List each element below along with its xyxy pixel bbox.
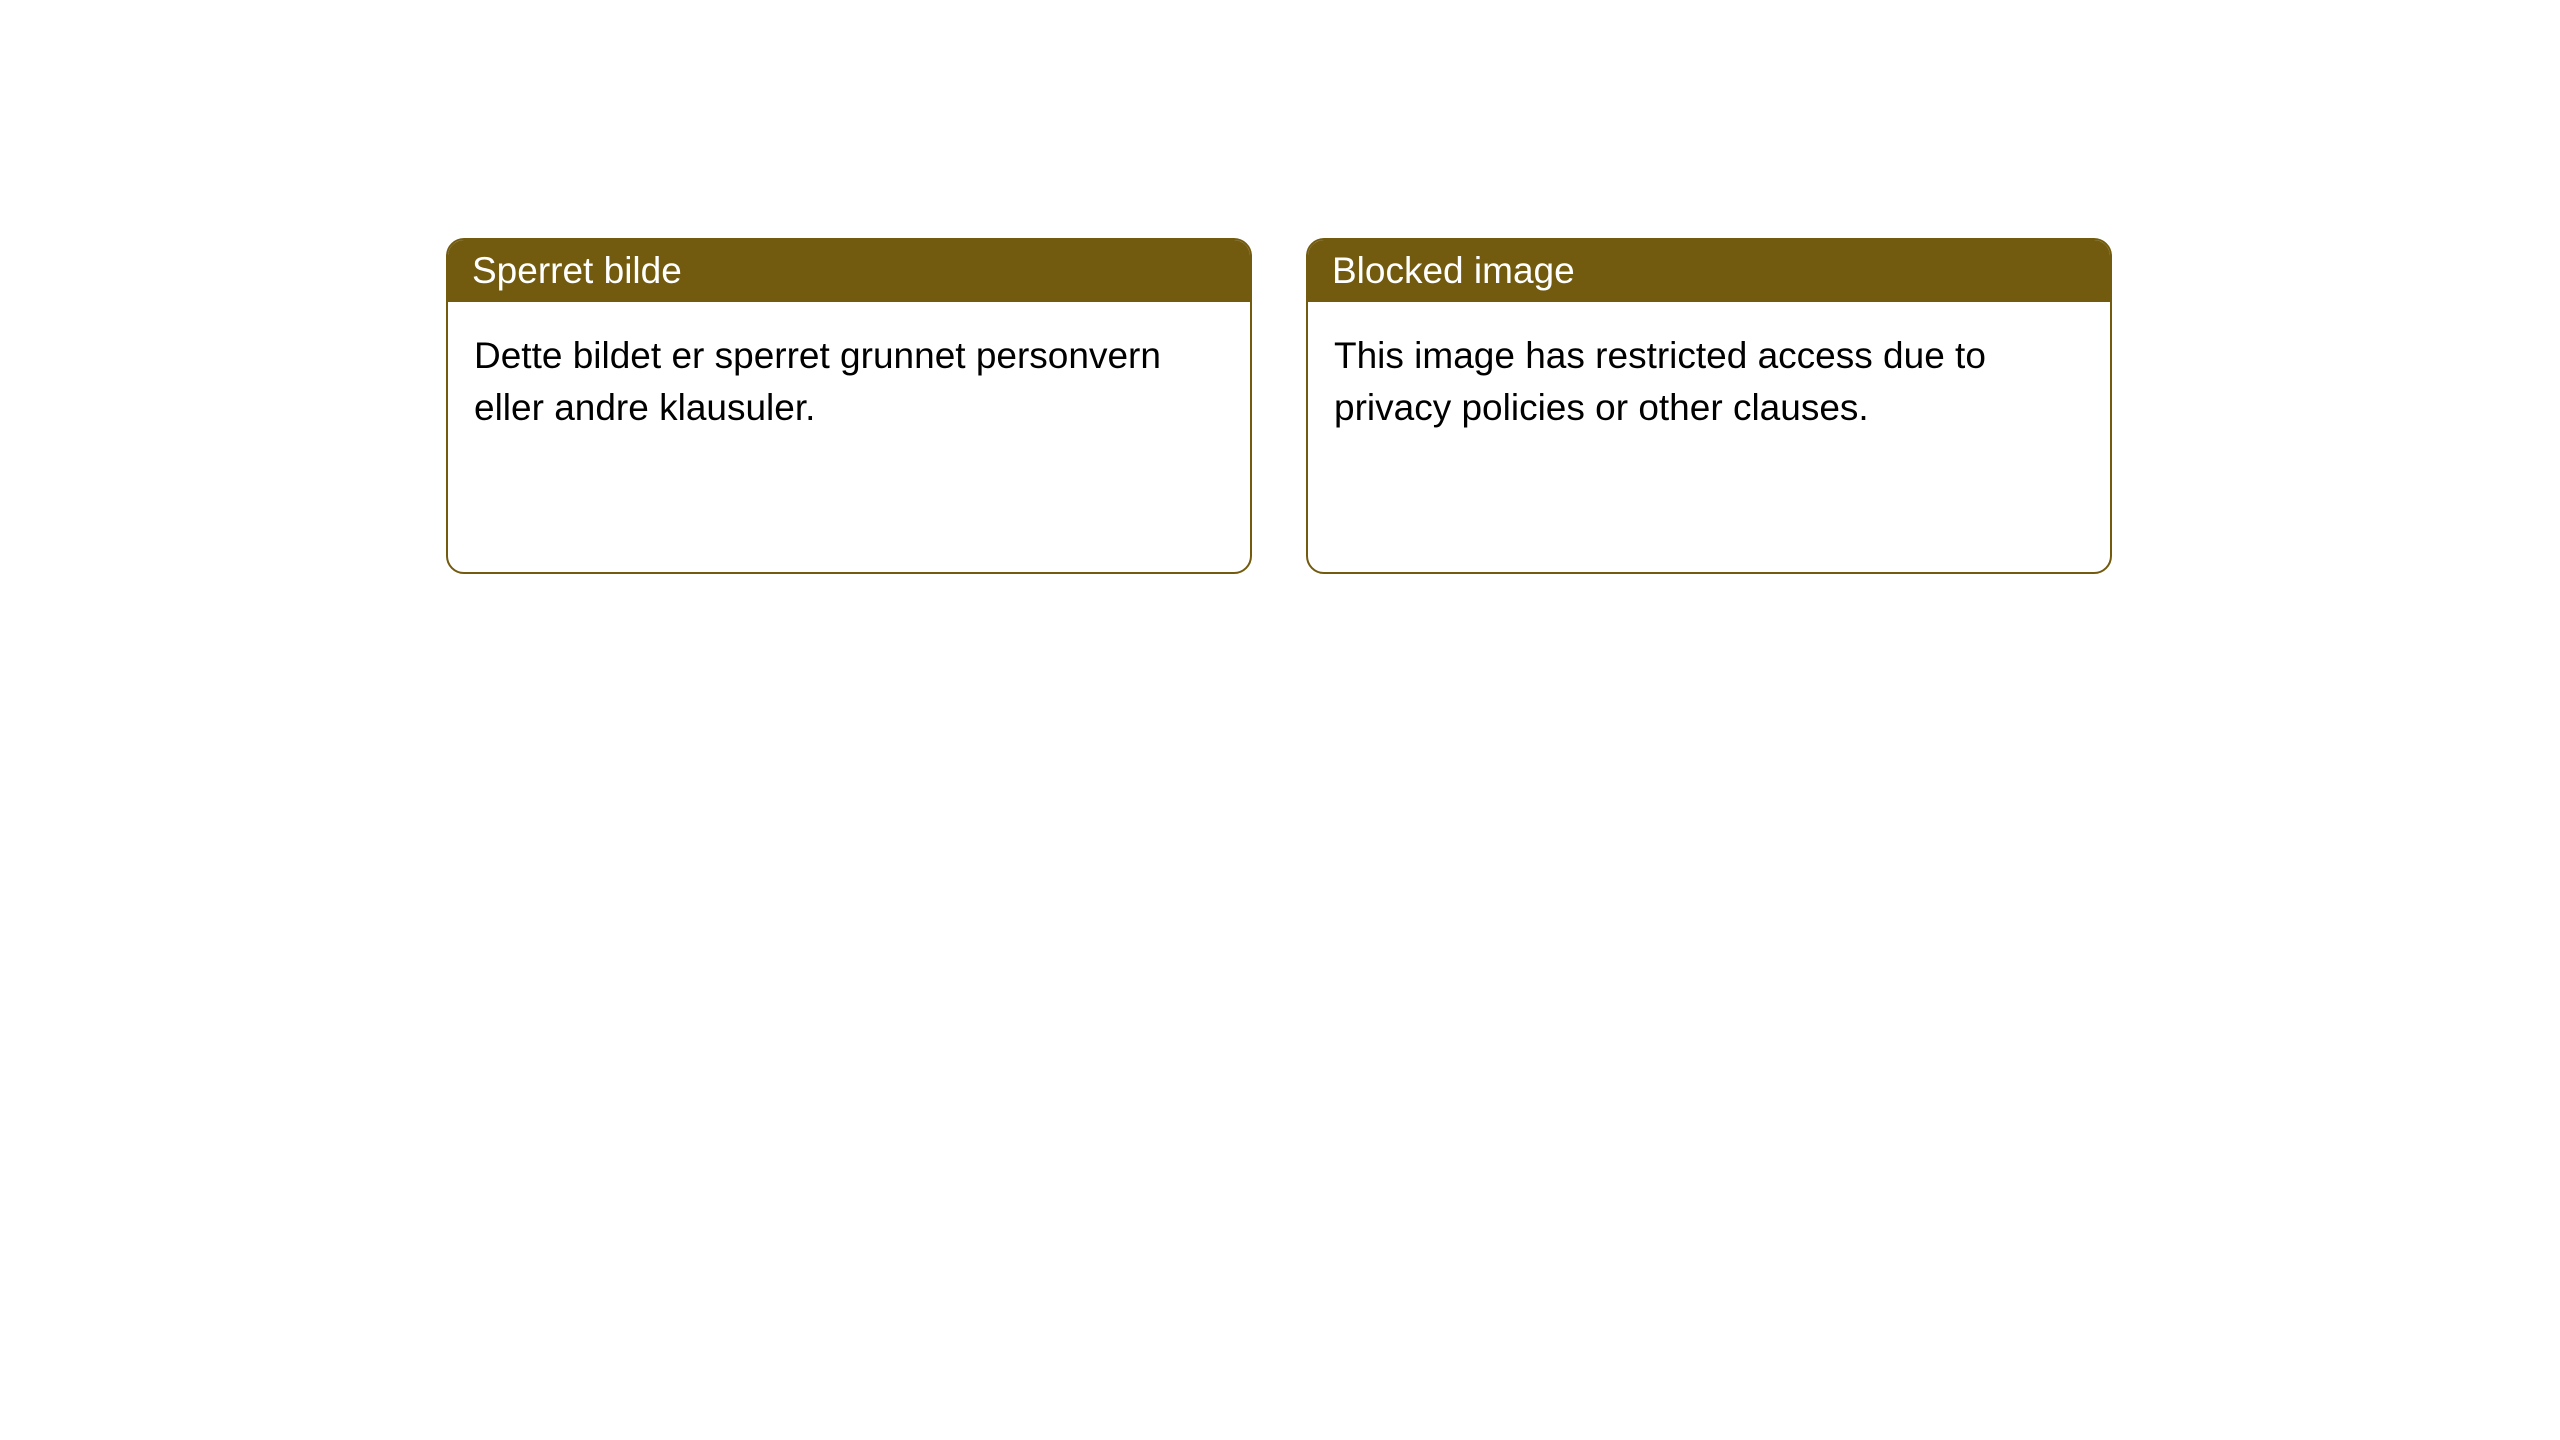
notice-header-english: Blocked image	[1308, 240, 2110, 302]
notice-text-norwegian: Dette bildet er sperret grunnet personve…	[474, 335, 1161, 428]
notice-header-norwegian: Sperret bilde	[448, 240, 1250, 302]
notice-container: Sperret bilde Dette bildet er sperret gr…	[446, 238, 2112, 574]
notice-title-english: Blocked image	[1332, 250, 1575, 292]
notice-text-english: This image has restricted access due to …	[1334, 335, 1986, 428]
notice-title-norwegian: Sperret bilde	[472, 250, 682, 292]
notice-body-english: This image has restricted access due to …	[1308, 302, 2110, 462]
notice-body-norwegian: Dette bildet er sperret grunnet personve…	[448, 302, 1250, 462]
notice-card-norwegian: Sperret bilde Dette bildet er sperret gr…	[446, 238, 1252, 574]
notice-card-english: Blocked image This image has restricted …	[1306, 238, 2112, 574]
